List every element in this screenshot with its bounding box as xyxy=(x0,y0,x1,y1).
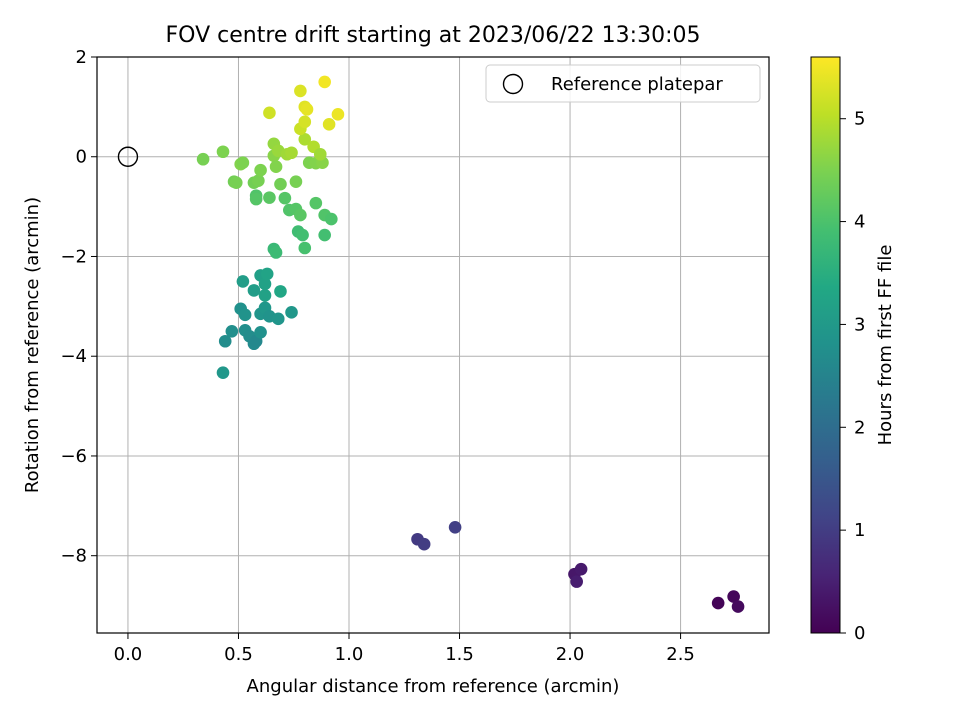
data-point xyxy=(247,284,261,297)
legend-entry-label: Reference platepar xyxy=(551,74,723,95)
data-point xyxy=(731,600,745,613)
data-point xyxy=(296,228,309,242)
data-point xyxy=(331,108,345,121)
data-point xyxy=(318,228,331,242)
data-point xyxy=(249,192,263,206)
data-point xyxy=(274,177,287,191)
data-point xyxy=(289,175,303,188)
data-point xyxy=(278,191,292,205)
data-point xyxy=(298,115,312,129)
data-point xyxy=(236,275,250,288)
data-point xyxy=(269,246,283,259)
data-point xyxy=(196,152,210,166)
colorbar xyxy=(811,57,840,633)
data-point xyxy=(285,146,298,160)
data-point xyxy=(325,212,338,226)
data-point xyxy=(570,575,583,588)
x-tick-label: 0.0 xyxy=(114,644,143,665)
data-point xyxy=(313,147,327,161)
data-point xyxy=(285,306,298,319)
y-axis-label: Rotation from reference (arcmin) xyxy=(22,197,43,493)
legend: Reference platepar xyxy=(485,64,761,103)
colorbar-label: Hours from first FF file xyxy=(875,245,896,446)
data-point xyxy=(254,325,267,339)
legend-marker-icon xyxy=(502,73,524,95)
colorbar-tick-label: 4 xyxy=(854,212,865,233)
y-tick-label: −8 xyxy=(60,546,87,567)
x-tick-label: 1.0 xyxy=(335,644,364,665)
data-point xyxy=(236,156,250,170)
y-tick-label: 2 xyxy=(76,47,87,68)
chart-title: FOV centre drift starting at 2023/06/22 … xyxy=(166,23,701,48)
data-point xyxy=(254,163,267,177)
data-point xyxy=(318,75,331,89)
x-axis: 0.0 0.5 1.0 1.5 2.0 2.5 xyxy=(114,633,695,665)
scatter-points xyxy=(196,75,745,613)
data-point xyxy=(417,537,431,551)
reference-marker xyxy=(117,146,139,167)
data-point xyxy=(216,366,230,379)
y-axis: 2 0 −2 −4 −6 −8 xyxy=(60,47,97,567)
data-point xyxy=(252,174,265,187)
data-point xyxy=(300,103,314,116)
data-point xyxy=(225,324,239,338)
data-point xyxy=(298,241,312,255)
colorbar-frame xyxy=(810,56,841,634)
data-point xyxy=(271,312,285,326)
data-point xyxy=(260,267,274,281)
data-point xyxy=(258,277,272,291)
legend-box xyxy=(485,64,761,103)
data-point xyxy=(269,160,283,174)
data-point xyxy=(574,562,588,576)
y-tick-label: −4 xyxy=(60,346,87,367)
colorbar-tick-label: 1 xyxy=(854,520,865,541)
data-point xyxy=(294,84,307,98)
colorbar-tick-label: 2 xyxy=(854,417,865,438)
data-point xyxy=(218,334,232,348)
data-point xyxy=(274,285,287,298)
x-tick-label: 2.5 xyxy=(666,644,695,665)
data-point xyxy=(294,208,307,222)
x-axis-label: Angular distance from reference (arcmin) xyxy=(247,676,620,697)
colorbar-axis: 0 1 2 3 4 5 xyxy=(840,109,865,644)
y-tick-label: 0 xyxy=(76,147,87,168)
x-tick-label: 1.5 xyxy=(445,644,474,665)
data-point xyxy=(727,590,740,603)
plot-frame xyxy=(96,56,770,634)
x-tick-label: 2.0 xyxy=(556,644,585,665)
data-point xyxy=(263,191,276,204)
colorbar-tick-label: 5 xyxy=(854,109,865,130)
data-point xyxy=(309,196,323,210)
data-point xyxy=(298,132,312,146)
data-point xyxy=(711,596,725,610)
y-tick-label: −6 xyxy=(60,446,87,467)
grid xyxy=(97,56,769,633)
data-point xyxy=(229,176,243,189)
x-tick-label: 0.5 xyxy=(224,644,253,665)
data-point xyxy=(448,520,462,534)
data-point xyxy=(216,145,230,159)
data-point xyxy=(263,106,276,120)
colorbar-tick-label: 3 xyxy=(854,314,865,335)
data-point xyxy=(322,118,336,131)
y-tick-label: −2 xyxy=(60,246,87,267)
data-point xyxy=(258,289,272,302)
colorbar-tick-label: 0 xyxy=(854,623,865,644)
data-point xyxy=(238,308,252,322)
